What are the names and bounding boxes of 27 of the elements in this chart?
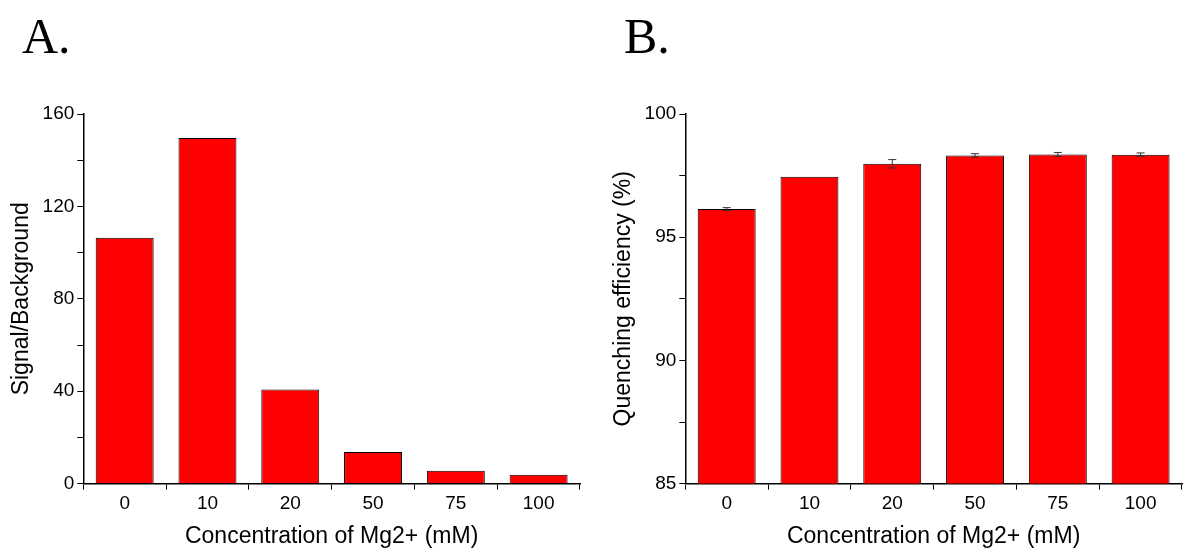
y-tick-label: 0 bbox=[63, 471, 75, 493]
y-axis-title: Signal/Background bbox=[7, 202, 34, 396]
y-tick-label: 95 bbox=[655, 225, 677, 247]
x-tick-label: 0 bbox=[721, 492, 732, 514]
y-tick-label: 40 bbox=[53, 379, 75, 401]
y-tick-label: 80 bbox=[53, 287, 75, 309]
x-tick-label: 75 bbox=[445, 492, 467, 514]
x-tick-label: 50 bbox=[362, 492, 384, 514]
x-tick-label: 100 bbox=[1124, 492, 1157, 514]
x-axis-title: Concentration of Mg2+ (mM) bbox=[786, 521, 1081, 548]
x-tick-label: 20 bbox=[881, 492, 903, 514]
x-tick-label: 0 bbox=[119, 492, 130, 514]
y-tick-label: 160 bbox=[42, 102, 75, 124]
x-axis-title: Concentration of Mg2+ (mM) bbox=[184, 521, 479, 548]
y-tick-label: 90 bbox=[655, 348, 677, 370]
x-tick-label: 10 bbox=[798, 492, 821, 514]
y-axis-title: Quenching efficiency (%) bbox=[609, 171, 636, 427]
x-tick-label: 20 bbox=[279, 492, 301, 514]
y-tick-label: 120 bbox=[42, 194, 75, 216]
x-tick-label: 50 bbox=[964, 492, 986, 514]
x-tick-label: 100 bbox=[522, 492, 555, 514]
chart-title: A. bbox=[22, 7, 71, 66]
x-tick-label: 75 bbox=[1047, 492, 1069, 514]
y-tick-label: 85 bbox=[655, 471, 677, 493]
y-tick-label: 100 bbox=[644, 102, 677, 124]
chart-title: B. bbox=[624, 7, 670, 66]
x-tick-label: 10 bbox=[196, 492, 219, 514]
